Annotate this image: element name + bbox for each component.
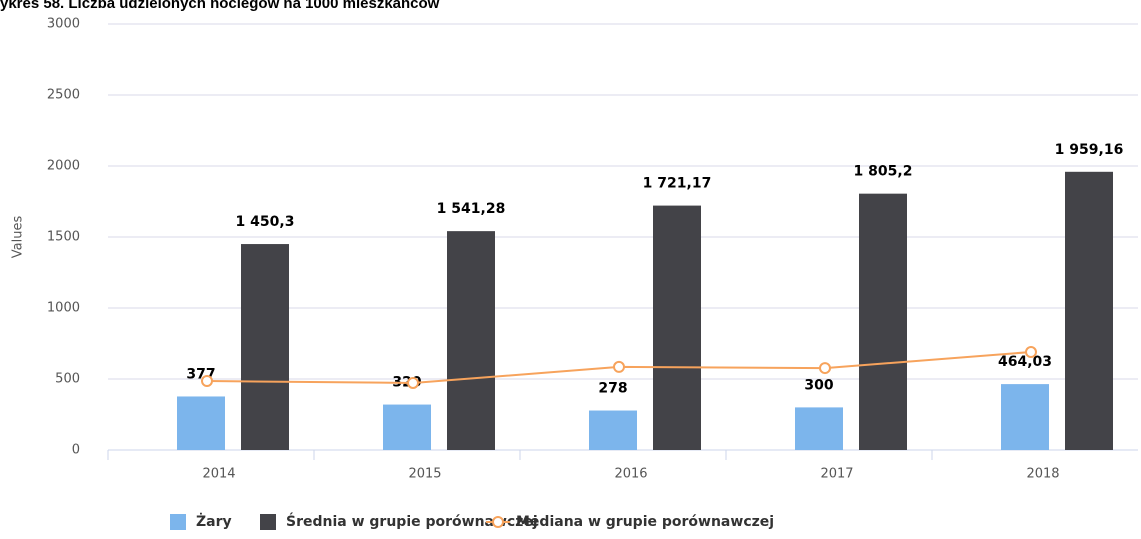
legend-swatch bbox=[492, 516, 504, 528]
y-tick-label: 1000 bbox=[47, 301, 80, 316]
value-label: 1 959,16 bbox=[1055, 142, 1124, 158]
y-tick-label: 1500 bbox=[47, 230, 80, 245]
line-point bbox=[819, 362, 831, 375]
bar bbox=[589, 410, 637, 450]
bar bbox=[1065, 171, 1113, 450]
x-tick-label: 2015 bbox=[408, 467, 441, 482]
bar bbox=[1001, 384, 1049, 450]
bar bbox=[653, 205, 701, 450]
line-point bbox=[407, 376, 419, 389]
x-tick-label: 2017 bbox=[820, 467, 853, 482]
bar bbox=[177, 396, 225, 450]
bar bbox=[447, 231, 495, 450]
x-tick-label: 2016 bbox=[614, 467, 647, 482]
y-tick-label: 2000 bbox=[47, 159, 80, 174]
legend-label: Średnia w grupie porównawczej bbox=[286, 512, 538, 530]
bar bbox=[859, 193, 907, 450]
value-label: 1 805,2 bbox=[854, 164, 913, 180]
value-label: 1 541,28 bbox=[437, 201, 506, 217]
legend-label: Żary bbox=[196, 513, 232, 530]
legend-swatch bbox=[170, 514, 186, 530]
line-point bbox=[1025, 346, 1037, 359]
value-label: 1 721,17 bbox=[643, 176, 712, 192]
y-axis-label: Values bbox=[11, 216, 26, 259]
value-label: 1 450,3 bbox=[236, 214, 295, 230]
y-tick-label: 0 bbox=[72, 443, 80, 458]
legend-label: Mediana w grupie porównawczej bbox=[516, 514, 774, 530]
value-label: 278 bbox=[598, 381, 627, 397]
line-point bbox=[613, 360, 625, 373]
value-label: 464,03 bbox=[998, 354, 1052, 370]
line-point bbox=[201, 374, 213, 387]
chart-title: ykres 58. Liczba udzielonych noclegów na… bbox=[0, 0, 440, 12]
bar bbox=[795, 407, 843, 450]
bar bbox=[241, 244, 289, 450]
y-tick-label: 3000 bbox=[47, 17, 80, 32]
x-tick-label: 2018 bbox=[1026, 467, 1059, 482]
y-tick-label: 2500 bbox=[47, 88, 80, 103]
legend-swatch bbox=[260, 514, 276, 530]
value-label: 300 bbox=[804, 377, 833, 393]
x-tick-label: 2014 bbox=[202, 467, 235, 482]
bar bbox=[383, 404, 431, 450]
y-tick-label: 500 bbox=[55, 372, 80, 387]
